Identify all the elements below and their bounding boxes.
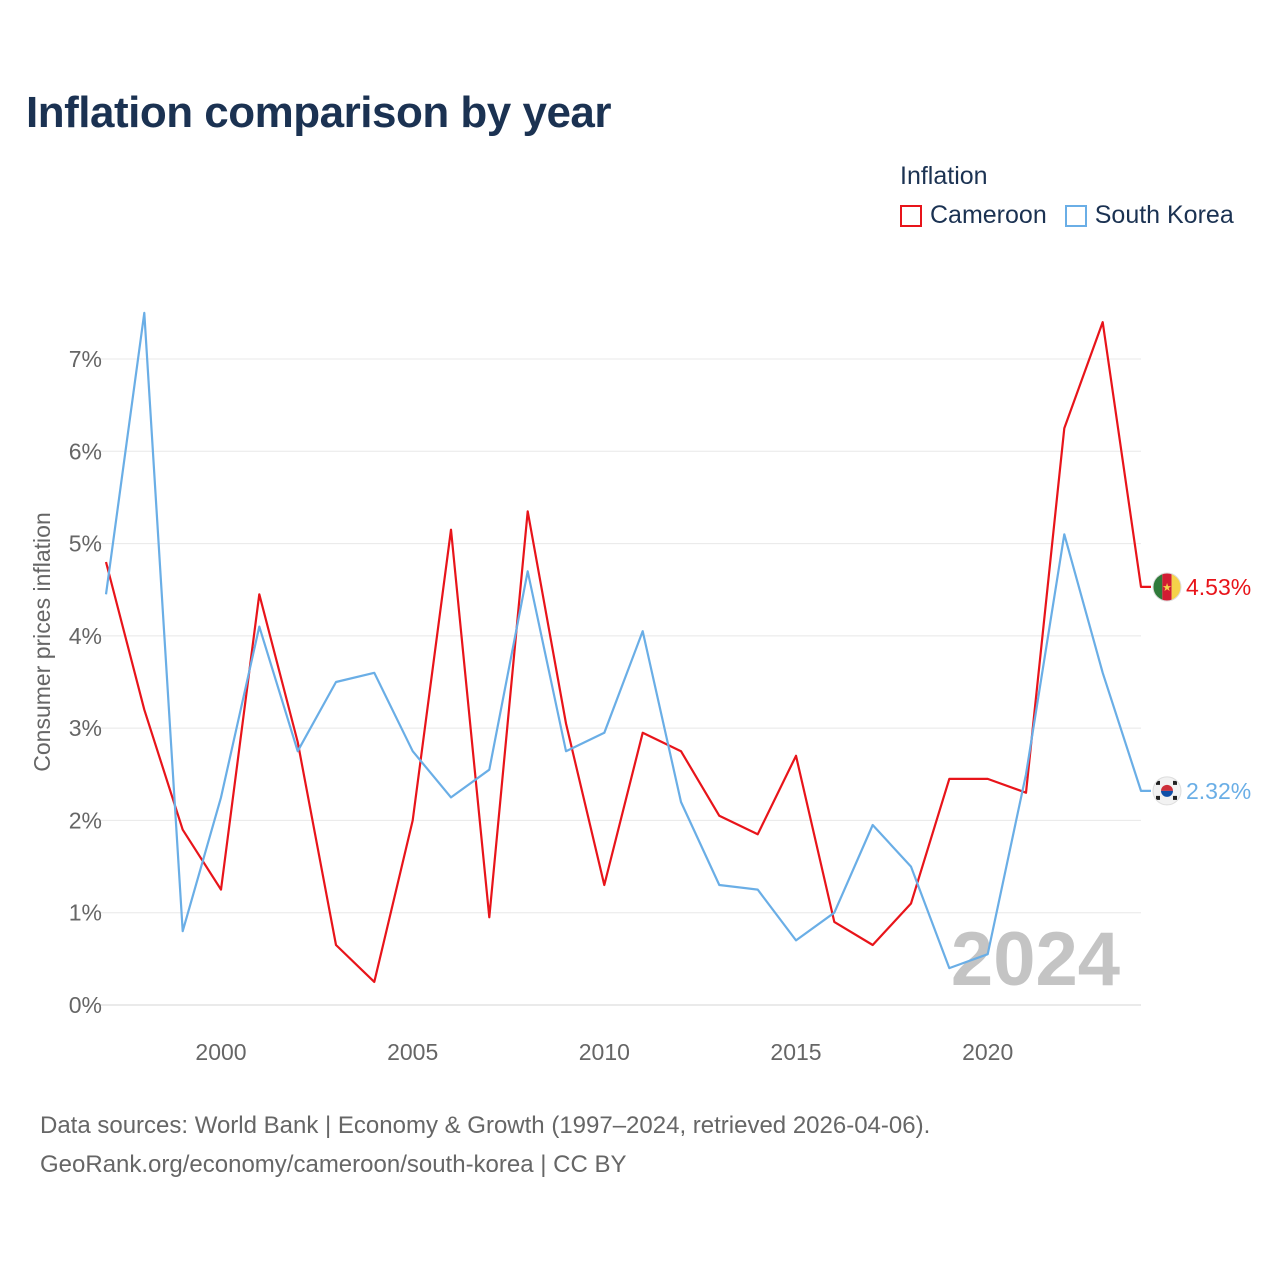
end-label-south-korea: 2.32%: [1186, 778, 1251, 804]
line-chart: 2024 Consumer prices inflation 0% 1% 2% 3% 4…: [29, 311, 1251, 1065]
legend-label-south-korea: South Korea: [1094, 201, 1234, 229]
chart-title: Inflation comparison by year: [26, 88, 612, 137]
x-tick-label: 2000: [195, 1039, 246, 1065]
series-line-south-korea: [104, 311, 1151, 970]
legend: Inflation Cameroon South Korea: [900, 162, 1234, 230]
y-tick-label: 5%: [69, 531, 102, 557]
legend-title: Inflation: [900, 162, 988, 190]
y-tick-label: 0%: [69, 992, 102, 1018]
y-tick-label: 2%: [69, 807, 102, 833]
series-line-cameroon: [104, 321, 1151, 984]
x-tick-label: 2020: [962, 1039, 1013, 1065]
y-tick-label: 4%: [69, 623, 102, 649]
y-tick-label: 3%: [69, 715, 102, 741]
cameroon-flag: ★: [1152, 572, 1182, 602]
source-line-1: Data sources: World Bank | Economy & Gro…: [40, 1112, 931, 1139]
y-tick-label: 7%: [69, 346, 102, 372]
svg-text:★: ★: [1162, 581, 1172, 594]
y-axis-label: Consumer prices inflation: [29, 512, 55, 772]
x-tick-label: 2010: [579, 1039, 630, 1065]
x-tick-label: 2015: [770, 1039, 821, 1065]
x-tick-label: 2005: [387, 1039, 438, 1065]
legend-swatch-cameroon: [900, 204, 922, 227]
south-korea-flag: [1152, 776, 1182, 806]
legend-item-cameroon[interactable]: Cameroon: [900, 201, 1047, 230]
y-tick-label: 6%: [69, 438, 102, 464]
legend-label-cameroon: Cameroon: [930, 201, 1047, 229]
end-label-cameroon: 4.53%: [1186, 574, 1251, 600]
legend-swatch-south-korea: [1064, 204, 1087, 227]
y-tick-label: 1%: [69, 900, 102, 926]
watermark-year: 2024: [951, 917, 1120, 1002]
legend-item-south-korea[interactable]: South Korea: [1064, 201, 1234, 230]
source-note: Data sources: World Bank | Economy & Gro…: [40, 1106, 930, 1184]
source-line-2[interactable]: GeoRank.org/economy/cameroon/south-korea…: [40, 1151, 627, 1178]
